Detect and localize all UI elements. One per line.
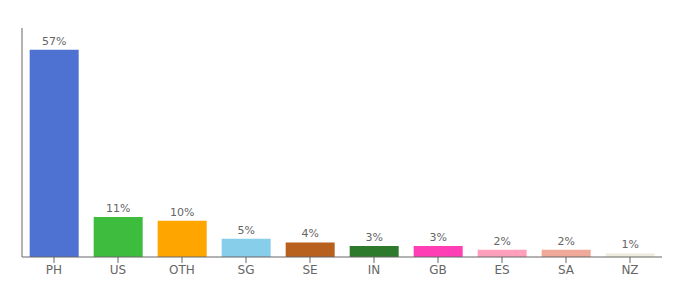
svg-text:SE: SE	[302, 263, 317, 277]
svg-text:2%: 2%	[557, 235, 574, 248]
svg-text:11%: 11%	[106, 202, 130, 215]
svg-text:3%: 3%	[365, 231, 382, 244]
svg-text:SA: SA	[558, 263, 575, 277]
svg-text:IN: IN	[368, 263, 381, 277]
svg-text:PH: PH	[46, 263, 62, 277]
svg-text:57%: 57%	[42, 35, 66, 48]
svg-text:OTH: OTH	[169, 263, 195, 277]
svg-text:GB: GB	[429, 263, 447, 277]
svg-text:3%: 3%	[429, 231, 446, 244]
svg-text:2%: 2%	[493, 235, 510, 248]
svg-text:10%: 10%	[170, 206, 194, 219]
svg-text:SG: SG	[238, 263, 255, 277]
svg-text:1%: 1%	[621, 238, 638, 251]
svg-text:5%: 5%	[237, 224, 254, 237]
svg-text:ES: ES	[494, 263, 509, 277]
svg-text:4%: 4%	[301, 227, 318, 240]
svg-text:NZ: NZ	[621, 263, 638, 277]
svg-text:US: US	[110, 263, 126, 277]
